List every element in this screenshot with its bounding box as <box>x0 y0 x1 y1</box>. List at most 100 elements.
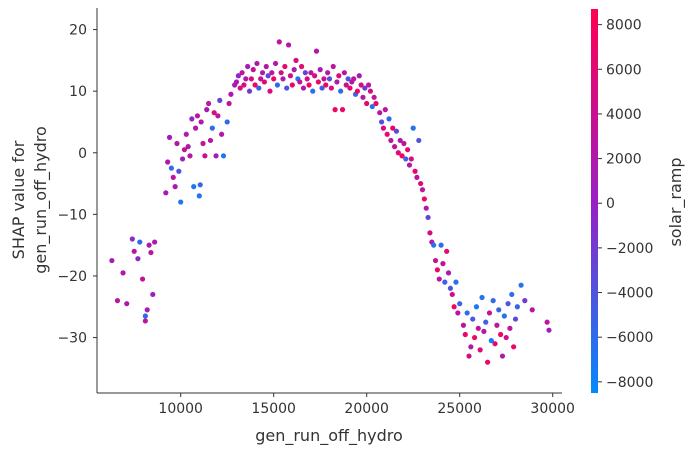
data-point <box>239 70 245 76</box>
data-point <box>325 70 331 76</box>
data-point <box>492 341 498 347</box>
data-point <box>511 344 517 350</box>
data-point <box>488 338 494 344</box>
data-point <box>263 63 269 70</box>
data-point <box>390 125 396 131</box>
data-point <box>455 310 461 316</box>
data-point <box>522 298 528 304</box>
data-point <box>278 70 284 76</box>
data-point <box>235 73 241 79</box>
data-point <box>475 325 481 331</box>
data-point <box>152 239 158 245</box>
data-point <box>498 331 504 338</box>
data-point <box>479 294 485 301</box>
data-point <box>142 313 148 319</box>
data-point <box>397 137 403 144</box>
data-point <box>419 187 426 193</box>
data-point <box>198 119 204 125</box>
data-point <box>197 182 203 188</box>
data-point <box>403 156 409 162</box>
data-point <box>213 153 219 159</box>
data-point <box>204 107 210 113</box>
colorbar-tick-label: −4000 <box>606 286 653 302</box>
data-point <box>486 310 493 316</box>
data-point <box>144 307 150 313</box>
data-point <box>124 301 130 307</box>
colorbar-tick-label: 2000 <box>606 152 642 168</box>
data-point <box>378 119 385 125</box>
data-point <box>323 82 329 88</box>
data-point <box>445 270 452 276</box>
data-point <box>457 301 463 307</box>
data-point <box>431 242 437 248</box>
data-point <box>462 331 468 338</box>
data-point <box>471 334 478 341</box>
data-point <box>451 304 457 310</box>
data-point <box>243 76 249 82</box>
data-point <box>393 128 400 134</box>
data-point <box>265 73 271 79</box>
y-tick-label: 10 <box>69 84 87 100</box>
data-point <box>209 125 215 131</box>
colorbar-tick-label: −6000 <box>606 330 653 346</box>
data-point <box>341 70 347 76</box>
data-point <box>460 322 467 328</box>
data-point <box>258 76 264 82</box>
data-point <box>425 214 431 221</box>
data-point <box>464 310 470 316</box>
data-point <box>233 79 240 85</box>
data-point <box>367 88 374 94</box>
x-tick-label: 30000 <box>530 401 575 417</box>
data-point <box>308 70 314 76</box>
data-point <box>360 94 366 100</box>
data-point <box>373 100 379 107</box>
data-point <box>267 88 273 94</box>
data-point <box>434 267 440 273</box>
data-point <box>179 156 186 162</box>
data-point <box>187 153 193 159</box>
data-point <box>250 67 256 73</box>
data-point <box>269 70 275 76</box>
data-point <box>131 248 137 254</box>
data-point <box>280 76 286 82</box>
data-point <box>442 279 448 285</box>
data-point <box>529 307 535 313</box>
data-point <box>410 125 416 131</box>
x-tick-label: 25000 <box>437 401 482 417</box>
y-axis-label-line-2: gen_run_off_hydro <box>31 126 51 274</box>
data-point <box>224 119 230 125</box>
data-point <box>285 42 292 48</box>
data-point <box>196 193 202 199</box>
data-point <box>395 150 401 156</box>
data-point <box>304 76 310 82</box>
data-point <box>546 327 552 333</box>
data-point <box>377 110 383 116</box>
colorbar-label: solar_ramp <box>666 157 686 246</box>
data-point <box>468 344 474 350</box>
data-point <box>481 328 487 334</box>
data-point <box>148 249 154 256</box>
data-point <box>499 353 506 359</box>
data-point <box>291 67 297 73</box>
data-point <box>328 85 334 91</box>
data-point <box>351 76 357 82</box>
data-point <box>483 319 489 325</box>
data-point <box>408 156 414 162</box>
data-point <box>473 304 480 310</box>
data-point <box>509 291 515 298</box>
data-point <box>220 153 227 159</box>
data-point <box>432 257 439 264</box>
y-tick-label: −10 <box>57 207 87 223</box>
data-point <box>356 73 362 79</box>
x-tick-label: 20000 <box>344 401 389 417</box>
data-point <box>284 85 290 91</box>
data-point <box>192 125 199 131</box>
data-point <box>503 334 509 341</box>
x-tick-label: 15000 <box>251 401 296 417</box>
data-point <box>202 153 208 159</box>
data-point <box>380 125 387 131</box>
data-point <box>276 39 282 45</box>
data-point <box>312 73 318 79</box>
data-point <box>282 63 288 70</box>
